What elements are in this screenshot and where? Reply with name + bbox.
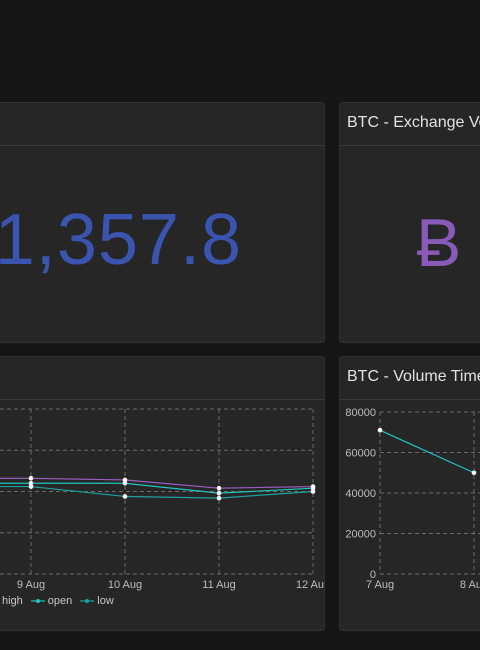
- data-point-open: [28, 480, 34, 486]
- data-point-volume: [471, 470, 477, 476]
- panel-header: BTC - Volume Time: [340, 357, 480, 400]
- legend-label: low: [97, 595, 114, 607]
- volume-line-chart[interactable]: 0 20000 40000 60000 80000 7 Aug 8 Aug: [340, 357, 480, 631]
- y-tick-label: 20000: [345, 529, 376, 541]
- data-point-low: [28, 484, 34, 489]
- series-line-volume: [379, 429, 475, 474]
- data-point-low: [216, 495, 222, 501]
- data-point-high: [216, 485, 222, 491]
- panel-header: [0, 103, 324, 146]
- y-tick-label: 80000: [345, 407, 376, 419]
- x-tick-label: 10 Aug: [108, 579, 142, 591]
- data-point-low: [310, 489, 316, 494]
- x-tick-label: 11 Aug: [202, 579, 235, 591]
- panel-title[interactable]: BTC - Exchange Vo: [347, 114, 480, 131]
- price-stat-panel: 1,357.8: [0, 102, 325, 343]
- series-line-low: [0, 485, 314, 499]
- data-point-high: [28, 476, 34, 481]
- data-point-high: [122, 477, 128, 483]
- legend-swatch-icon: [30, 599, 45, 603]
- data-point-low: [122, 494, 128, 499]
- x-tick-label: 9 Aug: [17, 579, 45, 591]
- data-point-open: [310, 485, 316, 491]
- x-tick-label: 7 Aug: [366, 579, 394, 591]
- panel-title[interactable]: BTC - Volume Time: [347, 368, 480, 385]
- chart-grid: [0, 408, 314, 575]
- legend-label: open: [47, 595, 73, 607]
- data-point-open: [122, 480, 128, 486]
- ohlc-chart-panel: 9 Aug 10 Aug 11 Aug 12 Aug high open low: [0, 356, 325, 631]
- y-tick-label: 60000: [345, 448, 376, 460]
- legend-swatch-icon: [80, 599, 95, 603]
- volume-timeline-panel: BTC - Volume Time 0 20000 40000 60000 80000 7…: [339, 356, 480, 631]
- ohlc-line-chart[interactable]: 9 Aug 10 Aug 11 Aug 12 Aug: [0, 357, 325, 631]
- data-point-volume: [377, 427, 383, 433]
- panel-header: BTC - Exchange Vo: [340, 103, 480, 146]
- legend-item-open[interactable]: open: [30, 595, 73, 607]
- x-tick-label: 8 Aug: [460, 579, 480, 591]
- legend-label: high: [2, 595, 23, 607]
- legend-item-high[interactable]: high: [0, 595, 23, 607]
- bitcoin-icon: Ƀ: [416, 205, 462, 281]
- y-tick-label: 40000: [345, 488, 376, 500]
- chart-legend: high open low: [0, 595, 122, 611]
- legend-item-low[interactable]: low: [80, 595, 114, 607]
- panel-header: [0, 357, 324, 400]
- data-point-open: [216, 490, 222, 496]
- chart-grid: [379, 411, 480, 575]
- y-tick-label: 0: [370, 569, 376, 581]
- exchange-volume-panel: BTC - Exchange Vo Ƀ: [339, 102, 480, 343]
- x-tick-label: 12 Aug: [296, 579, 325, 591]
- stat-value: 1,357.8: [0, 200, 242, 280]
